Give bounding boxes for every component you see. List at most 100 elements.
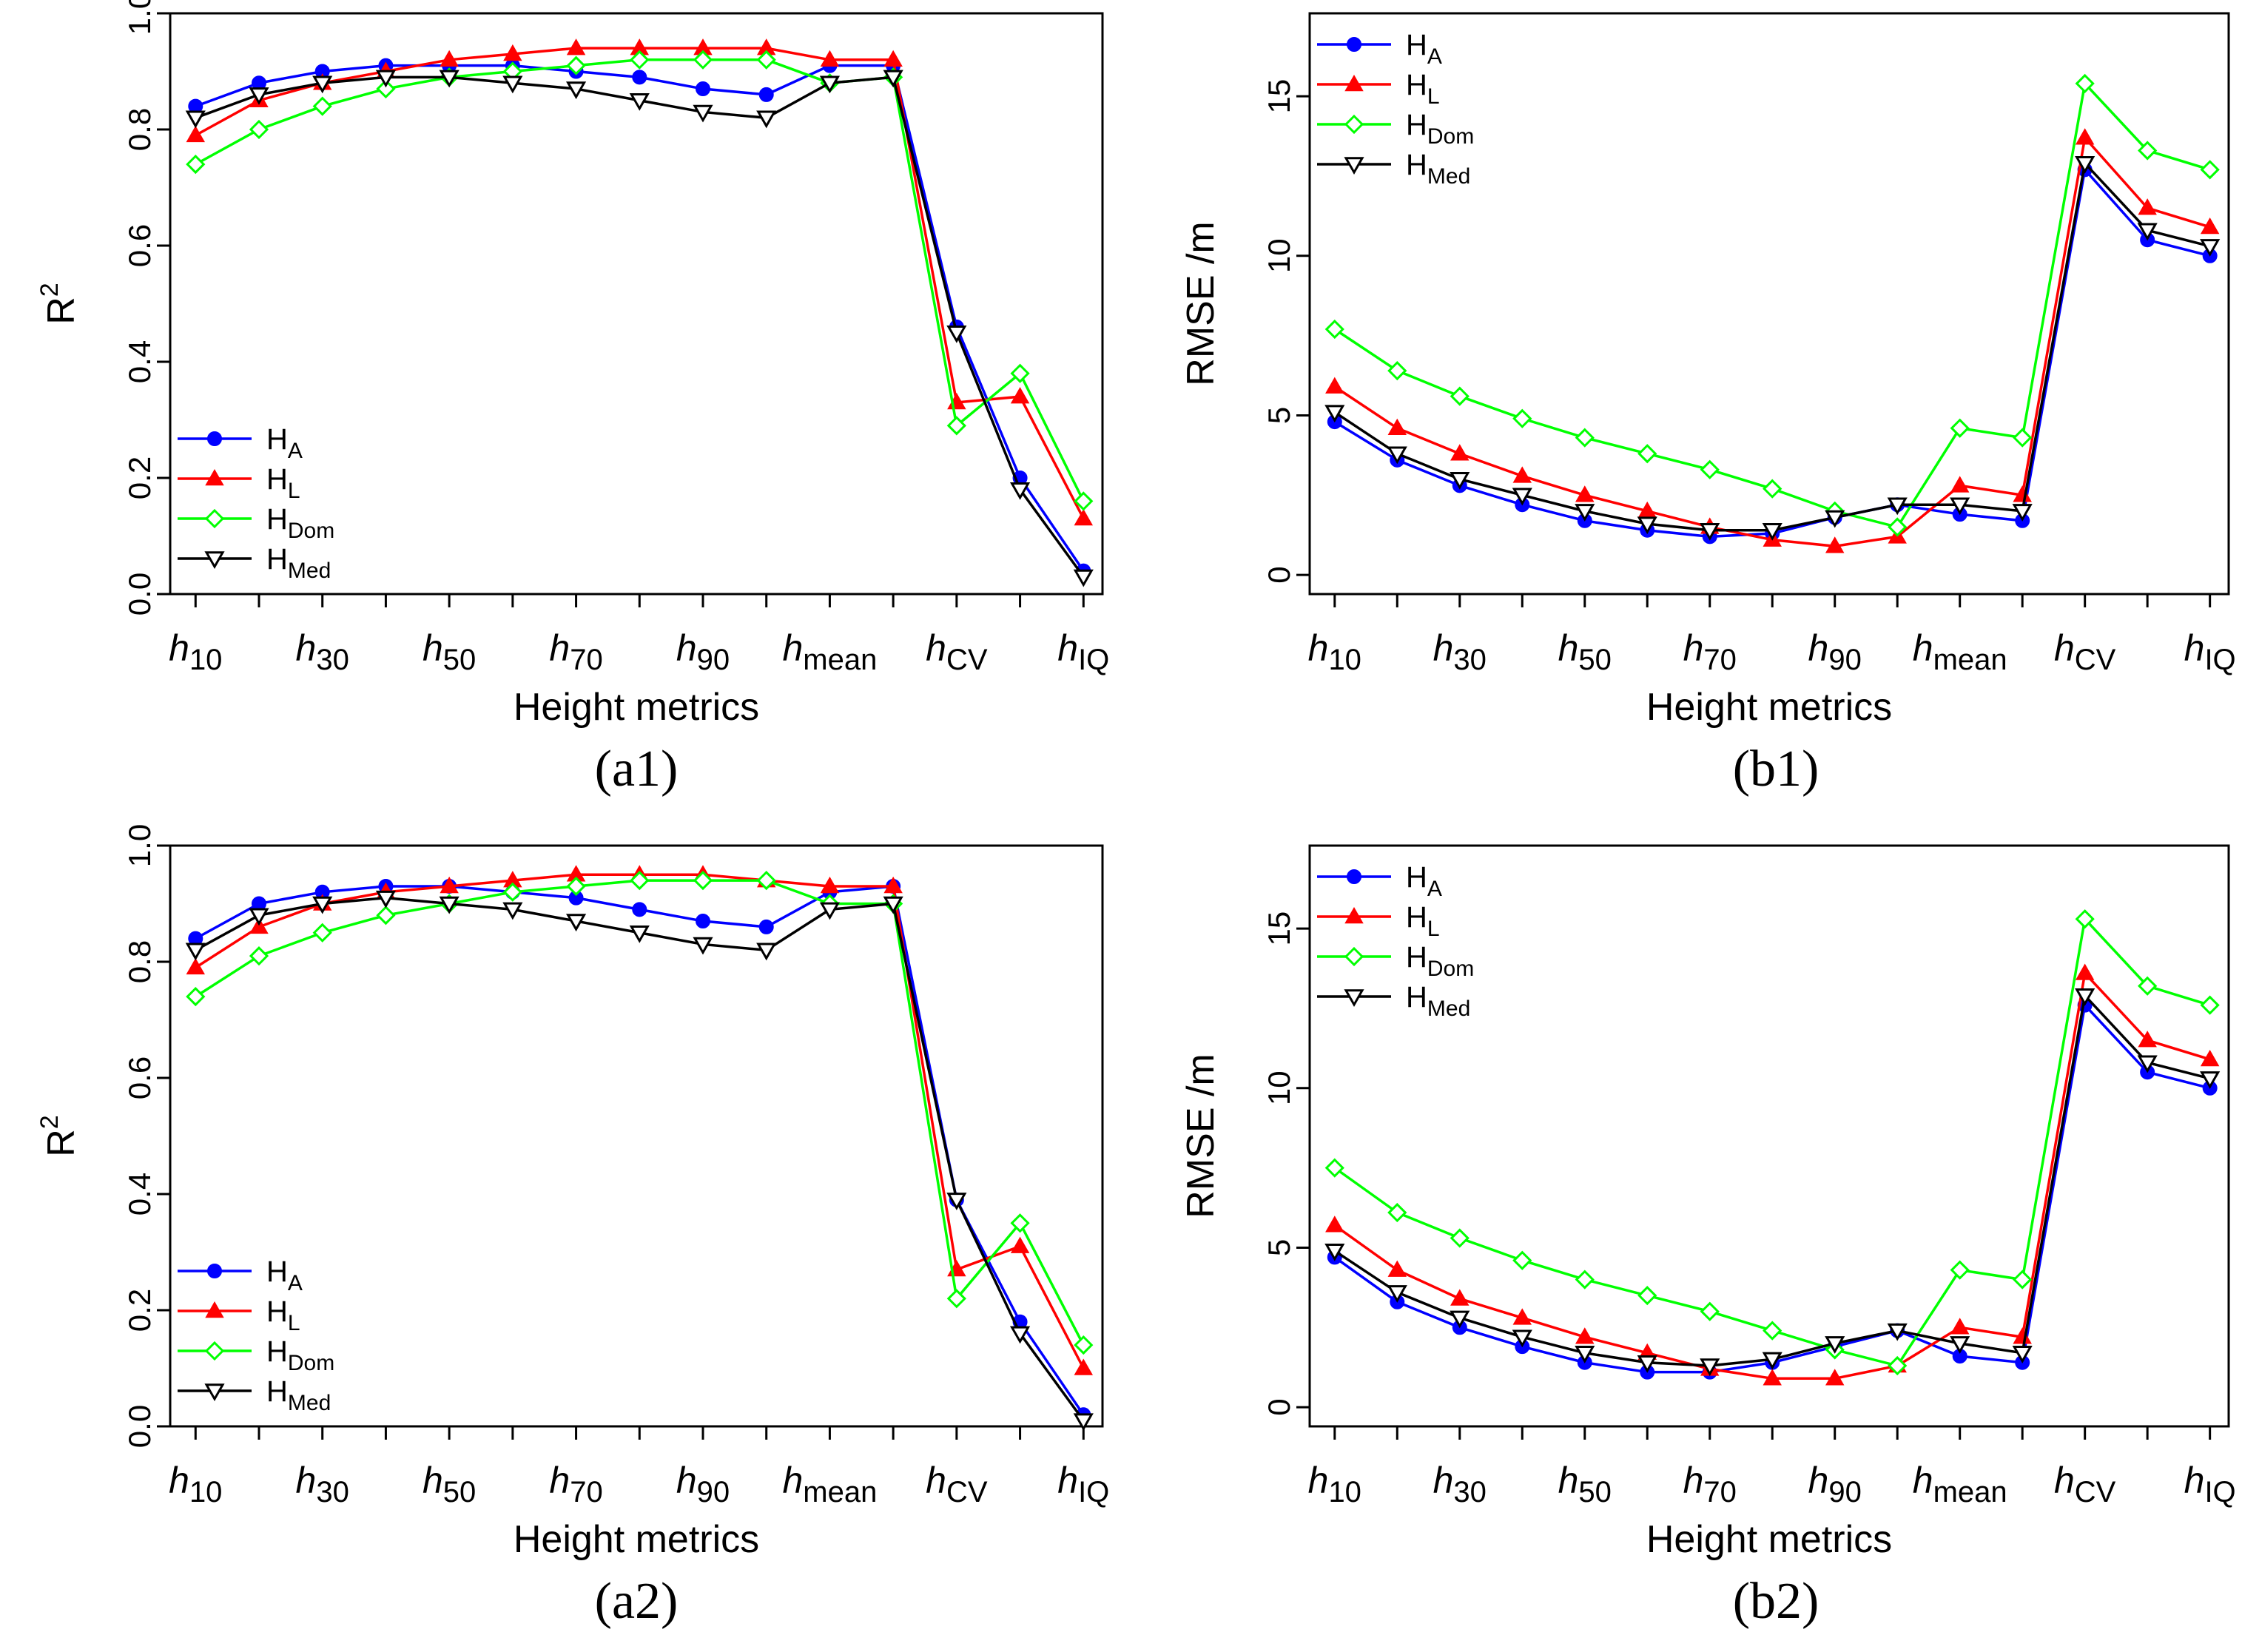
x-tick-label: h90: [1808, 627, 1862, 676]
data-point-HDom: [2013, 1270, 2033, 1289]
data-point-HA: [632, 902, 647, 917]
series-line-HA: [195, 885, 1085, 1416]
plot-frame: [169, 844, 1104, 1428]
x-tick-label: hmean: [1913, 1460, 2007, 1508]
legend-marker-HL: [1344, 74, 1364, 92]
data-point-HMed: [1512, 488, 1532, 506]
legend-label-HA: HA: [1406, 29, 1442, 69]
x-tick-label: h10: [1308, 627, 1361, 676]
data-point-HMed: [1637, 516, 1657, 535]
legend-marker-HA: [1347, 869, 1361, 884]
data-point-HDom: [693, 50, 713, 70]
data-point-HDom: [502, 882, 522, 902]
x-tick-label: h50: [423, 627, 476, 676]
data-point-HMed: [629, 93, 650, 111]
x-tick-label: h30: [1433, 627, 1487, 676]
data-point-HDom: [1763, 479, 1783, 499]
data-point-HDom: [2138, 976, 2158, 996]
legend-label-HA: HA: [1406, 861, 1442, 901]
y-axis-title: RMSE /m: [1179, 221, 1222, 385]
data-point-HL: [440, 876, 459, 894]
y-tick-label: 10: [1262, 1071, 1296, 1105]
data-point-HMed: [1009, 1326, 1031, 1344]
x-axis-title: Height metrics: [1646, 686, 1892, 729]
data-point-HL: [1010, 1236, 1030, 1253]
data-point-HMed: [946, 1193, 967, 1210]
data-point-HDom: [2200, 995, 2220, 1015]
data-point-HMed: [1324, 405, 1345, 423]
data-point-HMed: [883, 70, 903, 88]
data-point-HA: [758, 87, 774, 102]
data-point-HDom: [1575, 428, 1595, 448]
y-tick-label: 10: [1262, 238, 1296, 273]
data-point-HL: [2138, 198, 2157, 215]
legend-marker-HL: [205, 1301, 224, 1318]
x-tick-label: h10: [169, 1460, 222, 1508]
legend-marker-HMed: [1344, 989, 1364, 1008]
data-point-HDom: [2200, 160, 2220, 180]
data-point-HL: [2200, 217, 2220, 235]
series-line-HMed: [195, 896, 1085, 1422]
data-point-HMed: [1073, 569, 1094, 587]
legend-marker-HA: [207, 431, 222, 446]
y-tick-label: 1.0: [122, 824, 157, 867]
data-point-HL: [440, 50, 459, 67]
x-tick-label: h30: [296, 627, 349, 676]
y-tick-label: 0.2: [122, 1289, 157, 1332]
series-line-HDom: [1333, 916, 2211, 1368]
x-axis-title: Height metrics: [514, 686, 759, 729]
data-point-HDom: [249, 119, 269, 140]
legend-label-HDom: HDom: [1406, 941, 1474, 981]
legend-label-HL: HL: [266, 1295, 300, 1335]
data-point-HDom: [1010, 1213, 1030, 1233]
x-tick-label: h10: [169, 627, 222, 676]
data-point-HDom: [1575, 1270, 1595, 1289]
data-point-HMed: [1825, 510, 1845, 528]
data-point-HDom: [1074, 1335, 1094, 1355]
legend-label-HA: HA: [266, 423, 303, 463]
data-point-HL: [1010, 387, 1030, 404]
y-tick-label: 0.0: [122, 1405, 157, 1448]
x-tick-label: h50: [1558, 627, 1612, 676]
legend-label-HL: HL: [1406, 69, 1440, 109]
data-point-HMed: [1825, 1336, 1845, 1354]
data-point-HL: [1387, 1260, 1407, 1277]
data-point-HDom: [630, 50, 650, 70]
y-tick-label: 1.0: [122, 0, 157, 35]
legend-label-HDom: HDom: [266, 1335, 334, 1375]
data-point-HDom: [1700, 1301, 1720, 1321]
data-point-HDom: [566, 876, 586, 897]
data-point-HMed: [2200, 1071, 2221, 1089]
legend-marker-HMed: [204, 551, 225, 570]
data-point-HDom: [2013, 428, 2033, 448]
panel-b2: 0 5 10 15 h10 h30 h50 h70 h90 hmean hCV hIQ Height m…: [1179, 844, 2236, 1630]
data-point-HMed: [502, 902, 523, 920]
x-tick-label: h30: [1433, 1460, 1487, 1508]
data-point-HMed: [1950, 497, 1970, 516]
x-axis-title: Height metrics: [1646, 1518, 1892, 1561]
x-tick-label: h50: [423, 1460, 476, 1508]
plot-frame: [169, 12, 1104, 596]
x-tick-label: hCV: [926, 627, 988, 676]
data-point-HDom: [312, 923, 332, 943]
data-point-HDom: [2075, 73, 2095, 94]
panel-caption: (b1): [1733, 741, 1819, 798]
data-point-HDom: [1450, 1228, 1470, 1248]
x-tick-label: h70: [1683, 627, 1737, 676]
data-point-HMed: [756, 110, 777, 129]
data-point-HMed: [2200, 239, 2221, 257]
data-point-HDom: [1387, 360, 1407, 381]
data-point-HL: [186, 125, 206, 143]
data-point-HL: [1512, 466, 1532, 483]
data-point-HDom: [756, 50, 776, 70]
data-point-HDom: [249, 946, 269, 966]
data-point-HL: [2200, 1049, 2220, 1067]
series-line-HDom: [1333, 81, 2211, 529]
legend-marker-HMed: [1344, 157, 1364, 175]
data-point-HMed: [502, 75, 523, 94]
data-point-HMed: [2012, 1346, 2033, 1363]
y-tick-label: 0.4: [122, 1173, 157, 1216]
legend-marker-HDom: [204, 1341, 225, 1361]
data-point-HDom: [1074, 491, 1094, 511]
data-point-HDom: [186, 154, 206, 175]
